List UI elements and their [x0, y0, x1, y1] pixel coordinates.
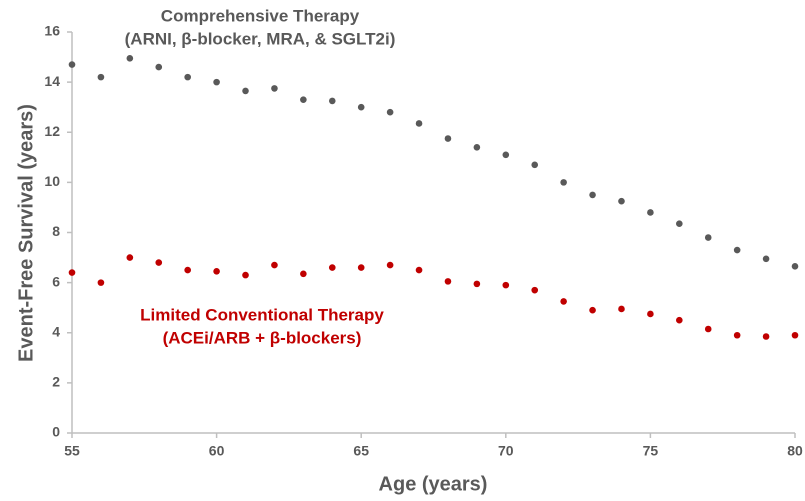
point [762, 333, 770, 340]
y-tick-label: 16 [44, 23, 60, 39]
point [242, 271, 249, 279]
y-tick-label: 10 [44, 173, 60, 189]
point [357, 264, 365, 271]
point [676, 316, 683, 324]
point [97, 73, 105, 81]
x-tick-label: 75 [643, 443, 659, 459]
y-tick-label: 0 [52, 424, 60, 440]
point [242, 87, 249, 95]
point [126, 254, 134, 261]
point [213, 78, 220, 86]
point [300, 96, 307, 103]
y-tick-label: 12 [44, 123, 60, 139]
x-axis-title: Age (years) [379, 473, 488, 495]
point [473, 143, 481, 151]
point [357, 103, 365, 111]
point [502, 151, 510, 159]
point [155, 63, 163, 71]
point [155, 259, 163, 266]
point [444, 135, 452, 142]
series-label: (ACEi/ARB + β-blockers) [163, 328, 362, 347]
point [791, 263, 799, 270]
point [415, 120, 423, 127]
point [415, 266, 423, 274]
point [97, 279, 105, 286]
point [271, 261, 278, 269]
x-tick-label: 65 [353, 443, 369, 459]
x-tick-label: 55 [64, 443, 80, 459]
point [733, 331, 741, 339]
point [328, 97, 336, 105]
point [531, 286, 539, 294]
y-tick-label: 2 [52, 374, 60, 390]
y-tick-label: 8 [52, 223, 60, 239]
point [647, 209, 654, 216]
y-tick-label: 6 [52, 273, 60, 289]
point [647, 310, 654, 318]
point [704, 325, 712, 333]
point [791, 331, 799, 339]
point [444, 278, 452, 285]
point [589, 306, 596, 314]
point [560, 179, 567, 186]
x-tick-label: 60 [209, 443, 225, 459]
point [184, 73, 191, 81]
x-tick-label: 70 [498, 443, 514, 459]
point [68, 61, 76, 68]
y-tick-label: 14 [44, 73, 60, 89]
point [300, 270, 307, 278]
y-tick-label: 4 [52, 323, 60, 339]
point [68, 269, 76, 276]
point [328, 264, 336, 271]
point [618, 197, 625, 205]
point [704, 234, 712, 241]
point [184, 266, 191, 274]
point [386, 261, 394, 269]
point [531, 161, 539, 169]
series-label: Comprehensive Therapy [161, 6, 360, 25]
point [502, 281, 510, 289]
point [473, 280, 481, 288]
point [618, 305, 625, 313]
point [271, 85, 278, 92]
y-axis-title: Event-Free Survival (years) [15, 104, 37, 362]
point [589, 191, 596, 199]
point [676, 220, 683, 228]
point [560, 298, 567, 305]
point [126, 55, 134, 62]
point [733, 246, 741, 254]
x-tick-label: 80 [787, 443, 803, 459]
series-label: (ARNI, β-blocker, MRA, & SGLT2i) [125, 29, 396, 48]
point [762, 255, 770, 263]
series-label: Limited Conventional Therapy [140, 305, 384, 324]
point [386, 108, 394, 116]
point [213, 268, 220, 275]
